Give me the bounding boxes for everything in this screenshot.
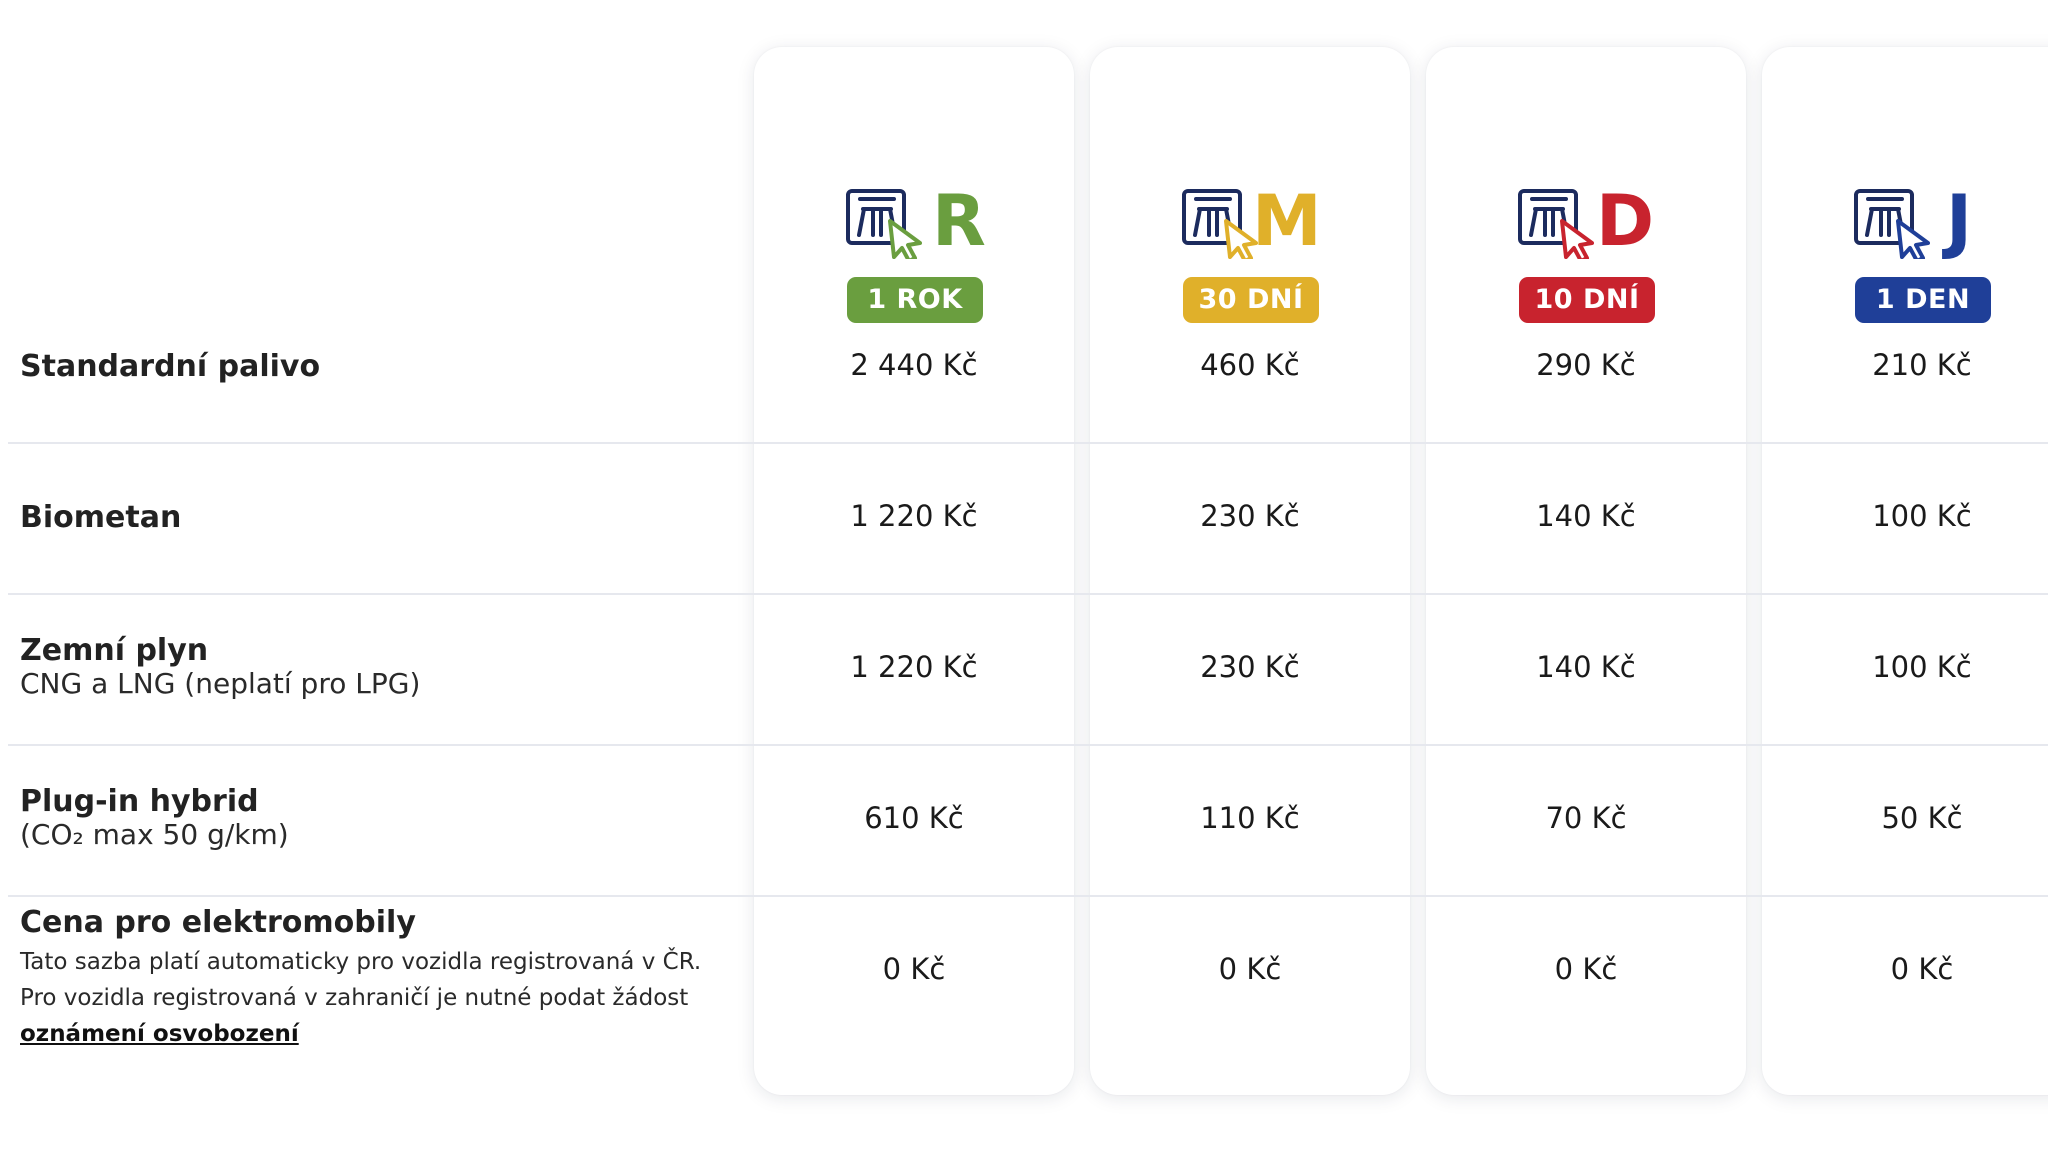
- row-title: Cena pro elektromobily: [20, 905, 416, 940]
- svg-text:J: J: [1942, 183, 1972, 259]
- price-cell: 100 Kč: [1872, 650, 1972, 684]
- price-cell: 50 Kč: [1881, 801, 1963, 835]
- row-description: Tato sazba platí automaticky pro vozidla…: [20, 944, 740, 1052]
- row-divider: [8, 442, 2048, 444]
- vignette-r-icon: R: [846, 183, 986, 259]
- vignette-column-month: M 30 DNÍ: [1090, 47, 1410, 1095]
- row-divider: [8, 895, 2048, 897]
- row-title: Biometan: [20, 500, 182, 535]
- vignette-m-icon: M: [1182, 183, 1322, 259]
- row-label-plug-in-hybrid: Plug-in hybrid (CO₂ max 50 g/km): [20, 785, 289, 851]
- row-divider: [8, 744, 2048, 746]
- price-cell: 2 440 Kč: [850, 348, 978, 382]
- price-cell: 140 Kč: [1536, 499, 1636, 533]
- vignette-j-icon: J: [1854, 183, 1994, 259]
- row-subtitle: (CO₂ max 50 g/km): [20, 818, 289, 851]
- price-cell: 100 Kč: [1872, 499, 1972, 533]
- exemption-notice-link[interactable]: oznámení osvobození: [20, 1021, 299, 1047]
- row-divider: [8, 593, 2048, 595]
- row-title: Zemní plyn: [20, 633, 209, 668]
- row-label-biomethane: Biometan: [20, 501, 181, 535]
- row-label-electric-vehicles: Cena pro elektromobily Tato sazba platí …: [20, 906, 740, 1052]
- price-cell: 70 Kč: [1545, 801, 1627, 835]
- row-description-text: Tato sazba platí automaticky pro vozidla…: [20, 949, 702, 1011]
- price-cell: 110 Kč: [1200, 801, 1300, 835]
- price-cell: 610 Kč: [864, 801, 964, 835]
- vignette-column-year: R 1 ROK: [754, 47, 1074, 1095]
- price-cell: 210 Kč: [1872, 348, 1972, 382]
- vignette-header-10-day: D 10 DNÍ: [1426, 139, 1746, 339]
- vignette-d-icon: D: [1518, 183, 1658, 259]
- price-cell: 230 Kč: [1200, 499, 1300, 533]
- vignette-header-1-day: J 1 DEN: [1762, 139, 2048, 339]
- vignette-header-month: M 30 DNÍ: [1090, 139, 1410, 339]
- row-title: Standardní palivo: [20, 349, 321, 384]
- price-cell: 230 Kč: [1200, 650, 1300, 684]
- vignette-duration-badge: 10 DNÍ: [1519, 277, 1655, 323]
- price-cell: 0 Kč: [1218, 952, 1282, 986]
- price-cell: 0 Kč: [1890, 952, 1954, 986]
- vignette-duration-badge: 30 DNÍ: [1183, 277, 1319, 323]
- vignette-duration-badge: 1 ROK: [847, 277, 983, 323]
- price-cell: 140 Kč: [1536, 650, 1636, 684]
- svg-text:R: R: [932, 183, 986, 259]
- price-cell: 1 220 Kč: [850, 650, 978, 684]
- svg-text:D: D: [1596, 183, 1654, 259]
- price-cell: 460 Kč: [1200, 348, 1300, 382]
- price-cell: 0 Kč: [1554, 952, 1618, 986]
- row-subtitle: CNG a LNG (neplatí pro LPG): [20, 667, 421, 700]
- vignette-column-10-day: D 10 DNÍ: [1426, 47, 1746, 1095]
- svg-text:M: M: [1252, 183, 1322, 259]
- vignette-column-1-day: J 1 DEN: [1762, 47, 2048, 1095]
- vignette-duration-badge: 1 DEN: [1855, 277, 1991, 323]
- row-label-standard-fuel: Standardní palivo: [20, 350, 320, 384]
- row-label-natural-gas: Zemní plyn CNG a LNG (neplatí pro LPG): [20, 634, 420, 700]
- price-cell: 290 Kč: [1536, 348, 1636, 382]
- row-title: Plug-in hybrid: [20, 784, 259, 819]
- price-cell: 0 Kč: [882, 952, 946, 986]
- vignette-header-year: R 1 ROK: [754, 139, 1074, 339]
- price-cell: 1 220 Kč: [850, 499, 978, 533]
